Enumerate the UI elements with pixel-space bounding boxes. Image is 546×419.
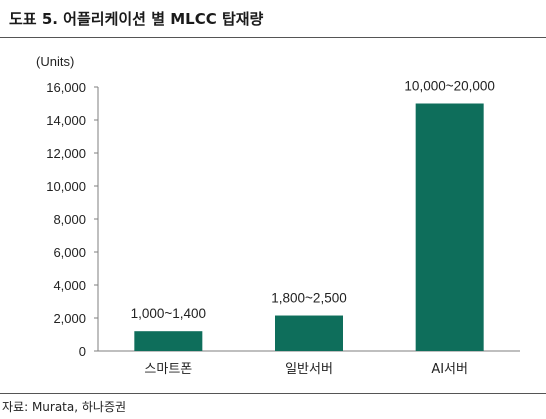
y-tick-label: 12,000 — [46, 146, 86, 161]
y-axis-ticks: 0 2,000 4,000 6,000 8,000 10,000 12,000 14,000 1… — [46, 80, 98, 359]
y-tick-label: 16,000 — [46, 80, 86, 95]
data-label: 1,800~2,500 — [271, 291, 346, 306]
chart-title: 도표 5. 어플리케이션 별 MLCC 탑재량 — [9, 10, 264, 28]
category-label: 일반서버 — [285, 362, 333, 377]
y-tick-label: 14,000 — [46, 113, 86, 128]
title-divider — [0, 37, 546, 38]
y-tick-label: 6,000 — [53, 245, 86, 260]
footer-divider — [0, 393, 546, 394]
category-label: 스마트폰 — [144, 362, 192, 377]
category-label: AI서버 — [431, 362, 468, 377]
y-tick-label: 4,000 — [53, 278, 86, 293]
y-axis-unit-label: (Units) — [36, 54, 74, 69]
y-tick-label: 0 — [79, 344, 86, 359]
y-tick-label: 2,000 — [53, 311, 86, 326]
bars — [134, 103, 484, 351]
bar — [134, 331, 203, 351]
source-note: 자료: Murata, 하나증권 — [2, 400, 127, 414]
bar — [275, 315, 343, 351]
category-labels: 스마트폰 일반서버 AI서버 — [144, 362, 468, 377]
bar — [415, 103, 484, 351]
y-tick-label: 8,000 — [53, 212, 86, 227]
data-labels: 1,000~1,400 1,800~2,500 10,000~20,000 — [131, 79, 495, 322]
data-label: 10,000~20,000 — [404, 79, 494, 94]
data-label: 1,000~1,400 — [131, 306, 206, 321]
y-tick-label: 10,000 — [46, 179, 86, 194]
